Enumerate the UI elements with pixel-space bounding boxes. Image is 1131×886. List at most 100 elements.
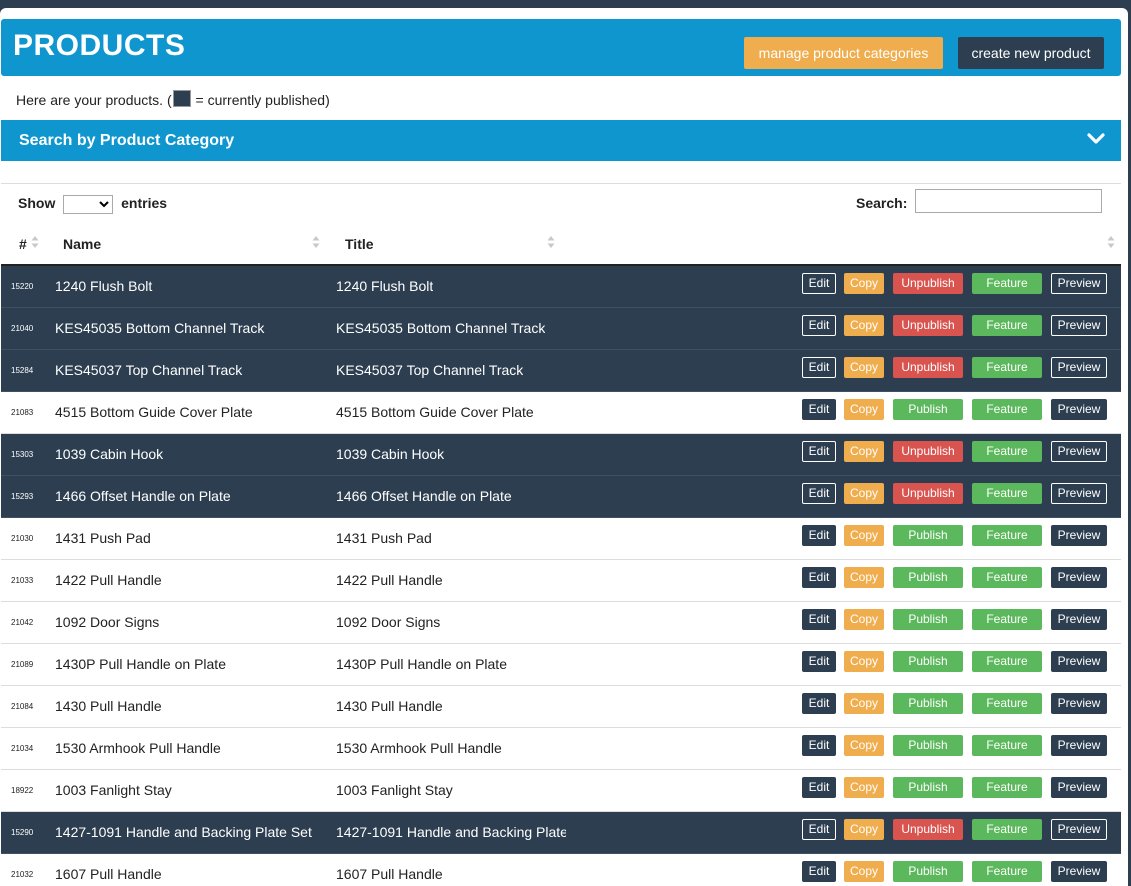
edit-button[interactable]: Edit [802,609,836,630]
column-header-name[interactable]: Name [63,236,102,252]
feature-button[interactable]: Feature [972,819,1042,840]
publish-button[interactable]: Publish [893,609,963,630]
copy-button[interactable]: Copy [844,861,884,882]
feature-button[interactable]: Feature [972,525,1042,546]
edit-button[interactable]: Edit [802,735,836,756]
unpublish-button[interactable]: Unpublish [893,441,963,462]
product-name[interactable]: 1003 Fanlight Stay [55,782,172,798]
edit-button[interactable]: Edit [802,525,836,546]
edit-button[interactable]: Edit [802,693,836,714]
sort-icon[interactable] [31,235,39,249]
product-name[interactable]: 4515 Bottom Guide Cover Plate [55,404,253,420]
feature-button[interactable]: Feature [972,483,1042,504]
edit-button[interactable]: Edit [802,273,836,294]
product-name[interactable]: 1430 Pull Handle [55,698,162,714]
copy-button[interactable]: Copy [844,651,884,672]
edit-button[interactable]: Edit [802,861,836,882]
product-name[interactable]: 1039 Cabin Hook [55,446,164,462]
publish-button[interactable]: Publish [893,525,963,546]
product-name[interactable]: 1607 Pull Handle [55,866,162,882]
copy-button[interactable]: Copy [844,525,884,546]
edit-button[interactable]: Edit [802,567,836,588]
product-name[interactable]: 1240 Flush Bolt [55,278,153,294]
feature-button[interactable]: Feature [972,861,1042,882]
preview-button[interactable]: Preview [1051,693,1107,714]
copy-button[interactable]: Copy [844,735,884,756]
publish-button[interactable]: Publish [893,693,963,714]
product-name[interactable]: 1466 Offset Handle on Plate [55,488,231,504]
feature-button[interactable]: Feature [972,357,1042,378]
edit-button[interactable]: Edit [802,315,836,336]
edit-button[interactable]: Edit [802,399,836,420]
publish-button[interactable]: Publish [893,567,963,588]
preview-button[interactable]: Preview [1051,399,1107,420]
sort-icon[interactable] [547,235,555,249]
preview-button[interactable]: Preview [1051,861,1107,882]
edit-button[interactable]: Edit [802,819,836,840]
product-name[interactable]: KES45037 Top Channel Track [55,362,243,378]
copy-button[interactable]: Copy [844,819,884,840]
chevron-down-icon[interactable] [1087,130,1105,148]
category-search-bar[interactable]: Search by Product Category [1,120,1121,161]
manage-product-categories-button[interactable]: manage product categories [744,37,943,69]
product-name[interactable]: 1431 Push Pad [55,530,151,546]
copy-button[interactable]: Copy [844,273,884,294]
sort-icon[interactable] [312,235,320,249]
preview-button[interactable]: Preview [1051,777,1107,798]
feature-button[interactable]: Feature [972,609,1042,630]
edit-button[interactable]: Edit [802,483,836,504]
unpublish-button[interactable]: Unpublish [893,483,963,504]
feature-button[interactable]: Feature [972,441,1042,462]
unpublish-button[interactable]: Unpublish [893,357,963,378]
feature-button[interactable]: Feature [972,273,1042,294]
feature-button[interactable]: Feature [972,399,1042,420]
feature-button[interactable]: Feature [972,693,1042,714]
copy-button[interactable]: Copy [844,483,884,504]
copy-button[interactable]: Copy [844,315,884,336]
unpublish-button[interactable]: Unpublish [893,315,963,336]
publish-button[interactable]: Publish [893,861,963,882]
feature-button[interactable]: Feature [972,567,1042,588]
preview-button[interactable]: Preview [1051,441,1107,462]
preview-button[interactable]: Preview [1051,609,1107,630]
feature-button[interactable]: Feature [972,651,1042,672]
preview-button[interactable]: Preview [1051,315,1107,336]
sort-icon[interactable] [1107,235,1115,249]
edit-button[interactable]: Edit [802,777,836,798]
copy-button[interactable]: Copy [844,777,884,798]
unpublish-button[interactable]: Unpublish [893,819,963,840]
product-name[interactable]: 1430P Pull Handle on Plate [55,656,226,672]
publish-button[interactable]: Publish [893,651,963,672]
edit-button[interactable]: Edit [802,441,836,462]
copy-button[interactable]: Copy [844,441,884,462]
edit-button[interactable]: Edit [802,651,836,672]
preview-button[interactable]: Preview [1051,525,1107,546]
preview-button[interactable]: Preview [1051,273,1107,294]
feature-button[interactable]: Feature [972,735,1042,756]
copy-button[interactable]: Copy [844,399,884,420]
product-name[interactable]: KES45035 Bottom Channel Track [55,320,265,336]
preview-button[interactable]: Preview [1051,735,1107,756]
publish-button[interactable]: Publish [893,399,963,420]
entries-select[interactable] [63,195,114,214]
product-name[interactable]: 1422 Pull Handle [55,572,162,588]
column-header-title[interactable]: Title [345,236,374,252]
preview-button[interactable]: Preview [1051,651,1107,672]
feature-button[interactable]: Feature [972,777,1042,798]
preview-button[interactable]: Preview [1051,567,1107,588]
copy-button[interactable]: Copy [844,567,884,588]
column-header-number[interactable]: # [19,236,27,252]
product-name[interactable]: 1092 Door Signs [55,614,160,630]
publish-button[interactable]: Publish [893,735,963,756]
copy-button[interactable]: Copy [844,357,884,378]
publish-button[interactable]: Publish [893,777,963,798]
copy-button[interactable]: Copy [844,609,884,630]
edit-button[interactable]: Edit [802,357,836,378]
create-new-product-button[interactable]: create new product [958,37,1104,69]
preview-button[interactable]: Preview [1051,819,1107,840]
preview-button[interactable]: Preview [1051,483,1107,504]
copy-button[interactable]: Copy [844,693,884,714]
product-name[interactable]: 1427-1091 Handle and Backing Plate Set [55,824,312,840]
feature-button[interactable]: Feature [972,315,1042,336]
preview-button[interactable]: Preview [1051,357,1107,378]
